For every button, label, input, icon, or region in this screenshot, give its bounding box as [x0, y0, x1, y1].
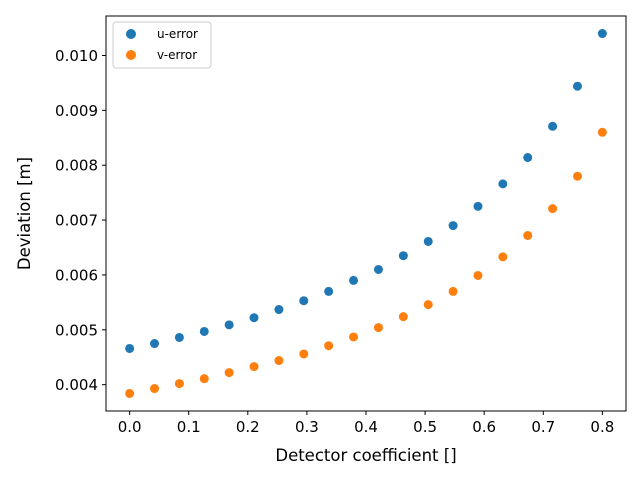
legend-label-u-error: u-error [157, 27, 198, 41]
v-error-point [174, 379, 184, 389]
x-tick-label: 0.0 [118, 418, 142, 436]
u-error-point [373, 264, 383, 274]
y-axis-label: Deviation [m] [15, 157, 34, 270]
u-error-point [150, 339, 160, 349]
v-error-point [523, 230, 533, 240]
u-error-point [572, 81, 582, 91]
v-error-point [224, 368, 234, 378]
x-tick-label: 0.4 [354, 418, 378, 436]
u-error-point [274, 305, 284, 315]
x-tick-label: 0.2 [236, 418, 260, 436]
u-error-point [224, 320, 234, 330]
y-tick-label: 0.005 [55, 321, 98, 339]
series-u-error [125, 29, 607, 353]
v-error-point [125, 388, 135, 398]
x-tick-label: 0.1 [177, 418, 201, 436]
v-error-point [448, 286, 458, 296]
y-tick-label: 0.009 [55, 102, 98, 120]
y-tick-label: 0.004 [55, 376, 98, 394]
u-error-point [523, 153, 533, 163]
u-error-point [597, 29, 607, 39]
series-v-error [125, 127, 607, 398]
legend: u-error v-error [112, 21, 212, 69]
v-error-point [398, 312, 408, 322]
v-error-point [299, 349, 309, 359]
plot-area [106, 16, 626, 411]
u-error-point [423, 236, 433, 246]
v-error-point [498, 252, 508, 262]
legend-marker-u-error [126, 29, 136, 39]
data-points [125, 29, 607, 398]
v-error-point [199, 374, 209, 384]
v-error-point [373, 323, 383, 333]
u-error-point [174, 332, 184, 342]
ticks: 0.0 0.1 0.2 0.3 0.4 0.5 0.6 0.7 0.8 0.004 0.005 0.0… [55, 47, 614, 436]
v-error-point [274, 356, 284, 366]
u-error-point [249, 313, 259, 323]
plot-frame [105, 15, 627, 412]
u-error-point [448, 221, 458, 231]
legend-label-v-error: v-error [157, 48, 197, 62]
v-error-point [324, 341, 334, 351]
v-error-point [349, 332, 359, 342]
v-error-point [548, 204, 558, 214]
x-tick-label: 0.5 [413, 418, 437, 436]
v-error-point [572, 171, 582, 181]
u-error-point [473, 201, 483, 211]
v-error-point [249, 362, 259, 372]
legend-frame [112, 21, 212, 69]
u-error-point [199, 326, 209, 336]
u-error-point [349, 275, 359, 285]
u-error-point [324, 286, 334, 296]
y-tick-label: 0.008 [55, 157, 98, 175]
y-tick-label: 0.007 [55, 212, 98, 230]
u-error-point [398, 251, 408, 261]
y-tick-label: 0.006 [55, 266, 98, 284]
u-error-point [548, 121, 558, 131]
y-tick-label: 0.010 [55, 47, 98, 65]
legend-marker-v-error [126, 50, 136, 60]
v-error-point [423, 300, 433, 310]
u-error-point [498, 179, 508, 189]
u-error-point [299, 296, 309, 306]
v-error-point [597, 127, 607, 137]
x-tick-label: 0.6 [472, 418, 496, 436]
v-error-point [150, 384, 160, 394]
x-axis-label: Detector coefficient [] [275, 446, 456, 465]
x-tick-label: 0.7 [531, 418, 555, 436]
u-error-point [125, 343, 135, 353]
v-error-point [473, 270, 483, 280]
x-tick-label: 0.8 [590, 418, 614, 436]
x-tick-label: 0.3 [295, 418, 319, 436]
